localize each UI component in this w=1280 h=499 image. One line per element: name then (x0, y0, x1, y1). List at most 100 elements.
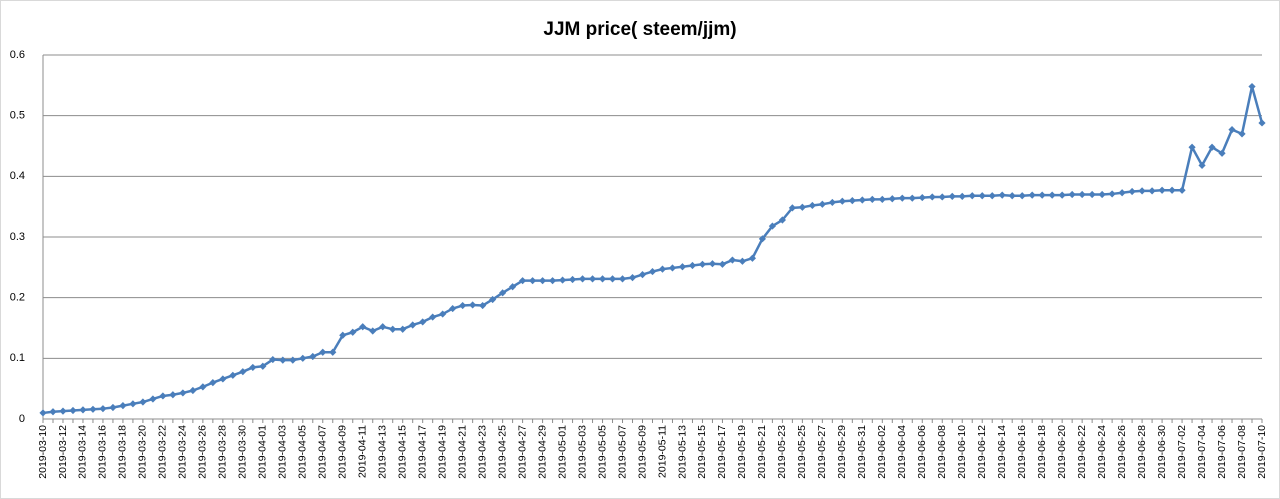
x-tick-label: 2019-04-07 (317, 425, 329, 479)
x-tick-label: 2019-07-08 (1236, 425, 1248, 479)
x-tick-label: 2019-07-02 (1176, 425, 1188, 479)
x-tick-label: 2019-04-13 (377, 425, 389, 479)
marker (59, 407, 67, 415)
x-tick-label: 2019-05-05 (596, 425, 608, 479)
marker (618, 275, 627, 283)
marker (149, 395, 157, 403)
marker (718, 260, 727, 268)
x-tick-label: 2019-06-26 (1116, 425, 1128, 479)
marker (778, 216, 786, 224)
marker (219, 375, 227, 383)
x-tick-label: 2019-03-22 (157, 425, 169, 479)
x-tick-label: 2019-03-18 (117, 425, 129, 479)
marker (139, 398, 147, 406)
x-tick-label: 2019-03-28 (217, 425, 229, 479)
y-tick-label: 0.6 (10, 49, 25, 61)
x-tick-label: 2019-05-17 (716, 425, 728, 479)
x-tick-label: 2019-05-09 (636, 425, 648, 479)
marker (798, 203, 806, 211)
x-tick-label: 2019-06-16 (1016, 425, 1028, 479)
marker (1078, 190, 1086, 199)
marker (1108, 190, 1116, 198)
x-tick-label: 2019-06-22 (1076, 425, 1088, 479)
marker (888, 195, 896, 203)
marker (339, 331, 347, 339)
marker (868, 195, 876, 203)
marker (628, 274, 637, 282)
marker (109, 403, 117, 412)
marker (808, 201, 816, 210)
marker (1128, 187, 1136, 196)
marker (99, 405, 107, 413)
marker (1198, 161, 1206, 170)
y-tick-label: 0.5 (10, 110, 25, 122)
marker (1008, 192, 1016, 200)
marker (828, 198, 836, 207)
marker (1228, 126, 1236, 134)
marker (1018, 192, 1026, 200)
x-tick-label: 2019-04-21 (456, 425, 468, 479)
marker (429, 313, 437, 321)
marker (289, 356, 297, 364)
x-tick-label: 2019-04-01 (257, 425, 269, 479)
x-tick-label: 2019-06-12 (976, 425, 988, 479)
marker (588, 275, 597, 283)
marker (359, 323, 367, 331)
marker (519, 277, 527, 285)
x-tick-label: 2019-05-11 (656, 425, 668, 478)
marker (389, 325, 397, 333)
y-tick-label: 0.3 (10, 231, 25, 243)
x-tick-label: 2019-05-19 (736, 425, 748, 479)
x-tick-label: 2019-07-04 (1196, 425, 1208, 479)
x-tick-label: 2019-04-23 (476, 425, 488, 479)
marker (499, 289, 507, 297)
marker (548, 277, 557, 285)
marker (229, 371, 237, 379)
x-tick-label: 2019-07-06 (1216, 425, 1228, 479)
x-tick-label: 2019-07-10 (1256, 425, 1268, 479)
x-tick-label: 2019-06-24 (1096, 425, 1108, 479)
x-tick-label: 2019-04-25 (496, 425, 508, 479)
marker (1138, 187, 1146, 195)
marker (69, 406, 77, 415)
marker (738, 257, 747, 265)
marker (189, 386, 197, 395)
x-tick-label: 2019-05-23 (776, 425, 788, 479)
marker (469, 301, 477, 309)
x-tick-label: 2019-05-27 (816, 425, 828, 479)
marker (209, 379, 217, 387)
marker (1098, 190, 1106, 199)
x-tick-label: 2019-04-05 (297, 425, 309, 479)
marker (279, 356, 287, 364)
x-tick-label: 2019-05-01 (556, 425, 568, 479)
x-tick-label: 2019-06-30 (1156, 425, 1168, 479)
marker (598, 275, 607, 283)
marker (788, 204, 796, 212)
x-tick-label: 2019-06-06 (916, 425, 928, 479)
marker (299, 354, 307, 362)
marker (1258, 119, 1266, 127)
marker (848, 197, 856, 205)
x-tick-label: 2019-05-29 (836, 425, 848, 479)
marker (958, 192, 966, 200)
x-tick-label: 2019-05-15 (696, 425, 708, 479)
x-tick-label: 2019-05-21 (756, 425, 768, 479)
marker (479, 301, 487, 310)
x-tick-label: 2019-06-10 (956, 425, 968, 479)
marker (439, 310, 447, 318)
marker (419, 318, 427, 326)
x-tick-label: 2019-04-27 (516, 425, 528, 479)
x-tick-label: 2019-03-12 (57, 425, 69, 479)
marker (319, 348, 327, 356)
x-tick-label: 2019-05-31 (856, 425, 868, 479)
marker (399, 325, 407, 333)
marker (449, 304, 457, 313)
x-tick-label: 2019-04-29 (536, 425, 548, 479)
x-tick-label: 2019-03-26 (197, 425, 209, 479)
marker (1178, 186, 1186, 194)
marker (908, 194, 916, 202)
marker (608, 275, 617, 283)
